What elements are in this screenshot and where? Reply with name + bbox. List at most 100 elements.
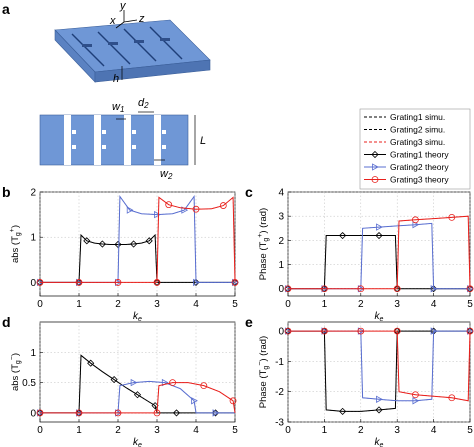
x-tick-label: 4 — [431, 425, 437, 436]
y-axis-label: Phase (Tg−) (rad) — [257, 336, 270, 408]
data-point — [114, 409, 122, 417]
data-point — [172, 409, 181, 417]
d2-label: d2 — [138, 97, 149, 110]
series-theory-line — [288, 215, 471, 290]
x-tick-label: 3 — [154, 425, 160, 436]
data-point — [411, 216, 419, 224]
data-point — [37, 278, 44, 287]
data-point — [466, 285, 474, 293]
y-tick-label: 2 — [278, 236, 284, 247]
y-tick-label: -1 — [275, 357, 284, 368]
x-axis-label: ke — [133, 311, 142, 323]
data-point — [87, 359, 95, 367]
x-tick-label: 1 — [322, 299, 328, 310]
chart-b: 0 1 2 3 4 5 0 1 2 ke abs (Tg+) — [9, 188, 239, 323]
data-point — [448, 213, 456, 221]
data-point — [284, 327, 292, 335]
axis-x-label: x — [109, 15, 116, 27]
data-point — [126, 206, 134, 214]
data-point — [320, 285, 328, 293]
data-point — [376, 223, 383, 231]
x-tick-label: 1 — [76, 299, 82, 310]
data-point — [36, 409, 44, 417]
x-tick-label: 4 — [431, 299, 437, 310]
x-axis-label: ke — [133, 437, 142, 447]
series-theory-line — [40, 233, 235, 283]
legend-marker — [371, 176, 379, 183]
data-point — [375, 231, 383, 240]
data-point — [320, 327, 328, 335]
x-tick-label: 2 — [115, 425, 121, 436]
y-tick-label: 0 — [278, 327, 284, 338]
data-point — [153, 409, 161, 417]
x-axis-label: ke — [375, 311, 384, 323]
series-theory-line — [40, 196, 236, 283]
data-point — [191, 397, 198, 405]
data-point — [430, 285, 438, 293]
data-point — [357, 327, 365, 335]
data-point — [75, 409, 83, 417]
x-tick-label: 0 — [37, 299, 43, 310]
x-tick-label: 2 — [358, 425, 364, 436]
data-point — [466, 327, 474, 335]
h-label: h — [113, 73, 119, 85]
data-point — [231, 279, 239, 286]
legend-label: Grating1 theory — [390, 150, 449, 160]
y-axis-label: abs (Tg−) — [9, 353, 22, 391]
plot-frame — [39, 321, 236, 423]
w1-label: w1 — [112, 101, 124, 114]
legend-marker — [371, 150, 379, 159]
y-tick-label: -2 — [275, 387, 284, 398]
panel-letter-c: c — [245, 184, 253, 200]
data-point — [130, 378, 138, 387]
x-tick-label: 3 — [394, 299, 400, 310]
y-tick-label: 0 — [30, 408, 36, 419]
data-point — [339, 407, 347, 415]
data-point — [130, 240, 138, 248]
x-tick-label: 5 — [467, 425, 473, 436]
data-point — [37, 409, 44, 417]
data-point — [98, 240, 106, 248]
x-tick-label: 2 — [358, 299, 364, 310]
data-point — [83, 237, 91, 245]
data-point — [229, 397, 237, 405]
axis-z-label: z — [138, 13, 145, 25]
y-tick-label: 4 — [278, 188, 284, 199]
data-point — [285, 285, 292, 293]
chart-d: 0 1 2 3 4 5 0 0.5 1 ke abs (Tg−) — [9, 321, 238, 447]
grating-3d-schematic — [54, 19, 211, 83]
legend-label: Grating2 theory — [390, 162, 449, 172]
y-axis-label: abs (Tg+) — [9, 225, 22, 263]
data-point — [154, 210, 161, 219]
x-tick-label: 4 — [193, 299, 199, 310]
data-point — [284, 285, 292, 293]
x-tick-label: 5 — [232, 425, 238, 436]
data-point — [393, 285, 401, 293]
y-tick-label: 1 — [30, 348, 36, 359]
data-point — [412, 397, 420, 405]
y-tick-label: 3 — [278, 212, 284, 223]
series-theory-line — [40, 354, 235, 414]
data-point — [393, 327, 401, 335]
x-tick-label: 1 — [76, 425, 82, 436]
x-tick-label: 4 — [193, 425, 199, 436]
data-point — [376, 395, 383, 403]
data-point — [151, 402, 159, 410]
y-tick-label: 0 — [30, 278, 36, 289]
data-point — [133, 391, 142, 399]
data-point — [75, 279, 83, 286]
x-tick-label: 3 — [394, 425, 400, 436]
x-tick-label: 3 — [154, 299, 160, 310]
data-point — [114, 279, 122, 286]
y-tick-label: -3 — [275, 418, 284, 429]
x-tick-label: 1 — [322, 425, 328, 436]
chart-c: 0 1 2 3 4 5 0 1 2 3 4 ke Phase (Tg+) (rad) — [257, 188, 474, 323]
grating-top-view — [39, 114, 189, 166]
x-tick-label: 0 — [285, 299, 291, 310]
y-tick-label: 0 — [278, 284, 284, 295]
legend-label: Grating2 simu. — [390, 125, 445, 135]
legend-label: Grating3 theory — [390, 175, 449, 185]
data-point — [165, 201, 173, 209]
data-point — [200, 382, 208, 390]
